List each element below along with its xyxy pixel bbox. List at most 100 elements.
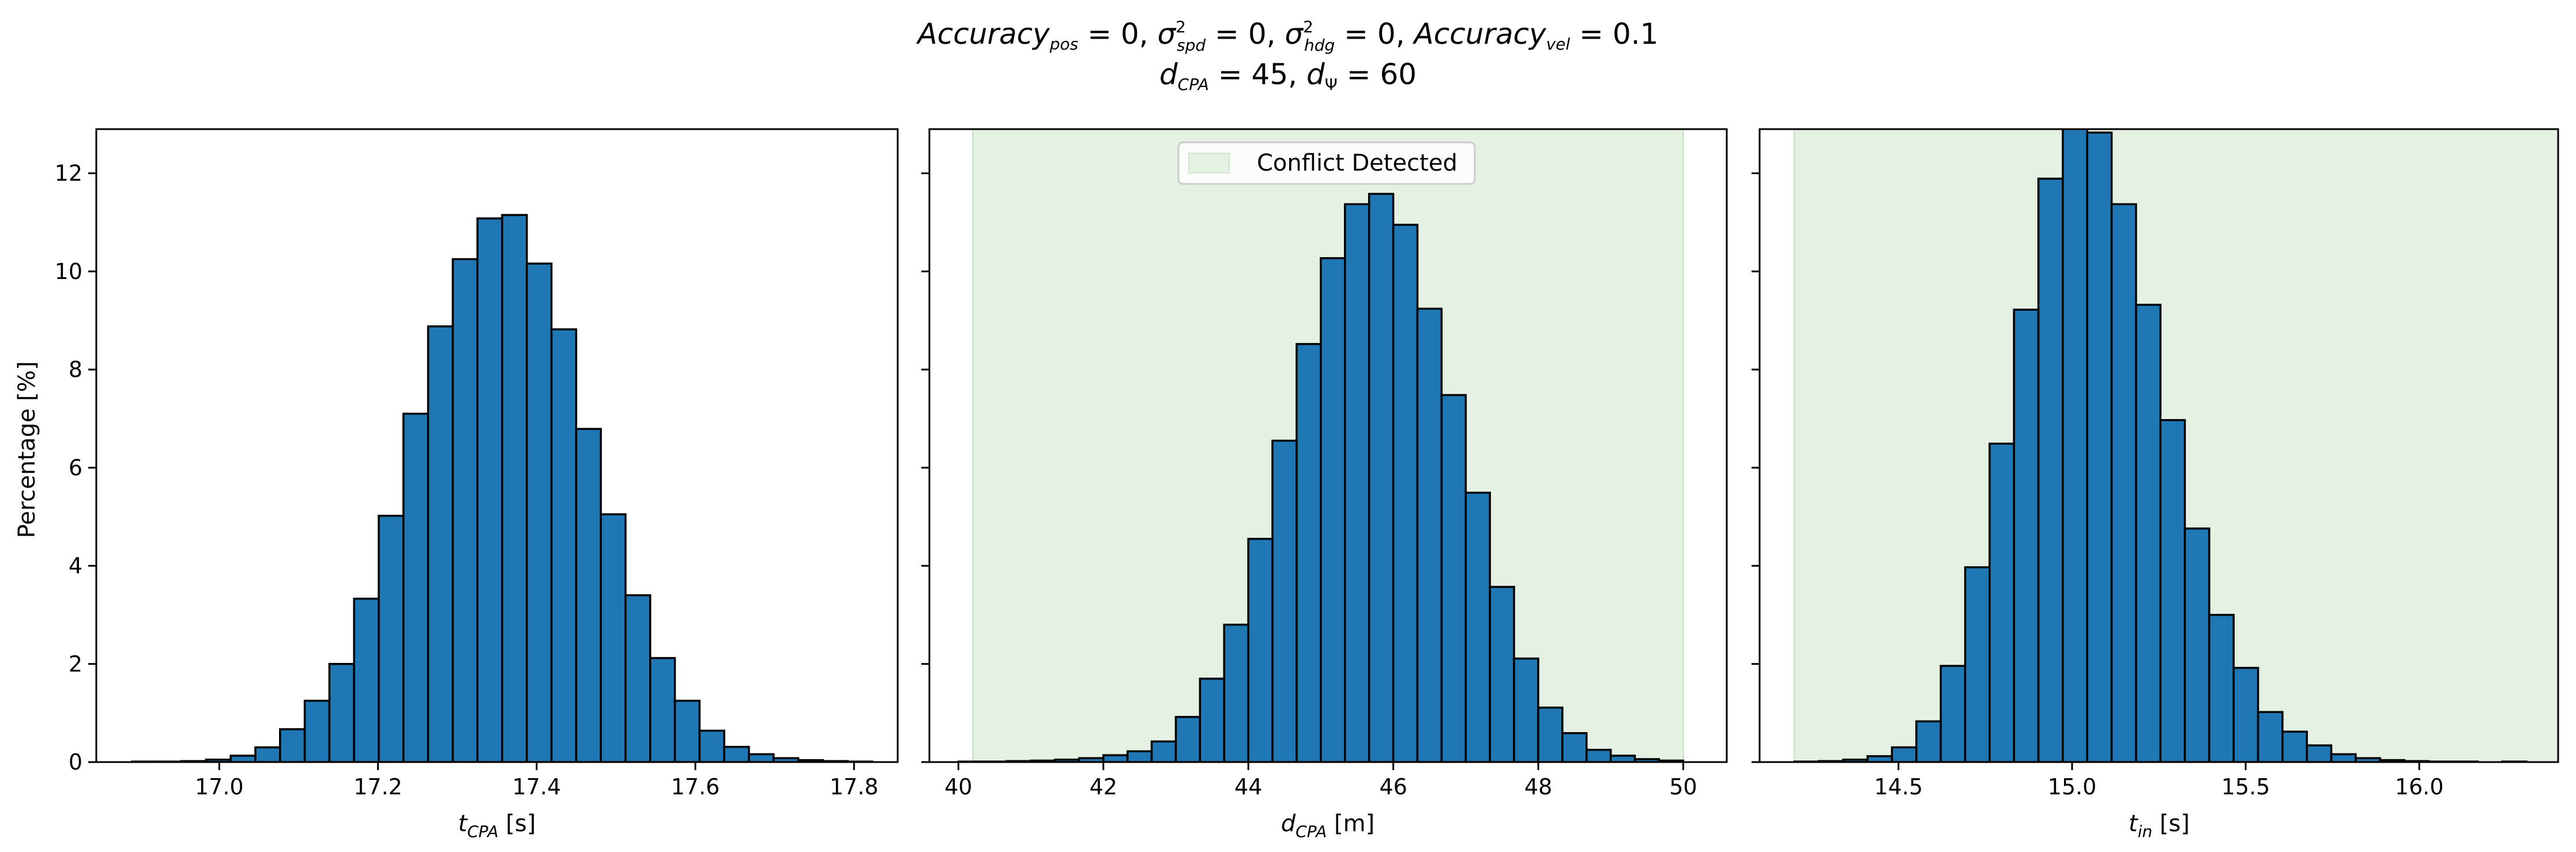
bar (525, 262, 553, 762)
bar (2183, 527, 2210, 762)
bars-dcpa (957, 193, 1685, 762)
bar (600, 513, 627, 762)
axes-frame-dcpa (928, 128, 1728, 763)
bar (1174, 715, 1202, 762)
x-tick-label: 17.0 (195, 774, 244, 800)
bar (723, 745, 750, 762)
bar (1271, 439, 1298, 762)
x-tick-label: 48 (1524, 774, 1552, 800)
bar (1247, 537, 1274, 762)
y-axis-label: Percentage [%] (14, 361, 40, 538)
bar (1890, 746, 1918, 762)
bar (649, 657, 676, 762)
bar (1416, 307, 1443, 762)
bar (1150, 740, 1177, 762)
title-line-1: Accuracypos = 0, σ2 spd = 0, σ2 hdg = 0, A… (916, 17, 1659, 55)
bar (501, 214, 528, 762)
bar (402, 412, 430, 762)
axes-frame-tin (1758, 128, 2559, 763)
bar (2135, 303, 2161, 762)
legend-frame (1177, 141, 1476, 185)
x-tick-label: 42 (1090, 774, 1117, 800)
bar (328, 663, 355, 762)
bar (303, 699, 331, 762)
legend-swatch (1188, 153, 1230, 174)
bar (2013, 308, 2040, 762)
bar (1939, 665, 1967, 762)
panel-dcpa: 40 42 44 46 48 50 (921, 128, 1728, 800)
bar (1464, 491, 1491, 762)
bar (1392, 224, 1419, 762)
bar (1915, 720, 1942, 762)
bar (673, 699, 701, 762)
bar (1537, 706, 1564, 762)
bar (1989, 442, 2015, 762)
panel-tcpa: 17.0 17.2 17.4 17.6 17.8 0 2 4 6 8 10 12 (55, 128, 899, 800)
bar (1561, 732, 1588, 762)
bar (1368, 193, 1395, 762)
bar (1513, 657, 1539, 762)
y-tick-label: 2 (69, 651, 82, 677)
bar (1223, 623, 1249, 762)
bar (1585, 748, 1612, 762)
y-tick-label: 6 (69, 455, 82, 480)
bar (1866, 755, 1893, 762)
title-line-2: dCPA = 45, dΨ = 60 (1159, 58, 1417, 94)
bar (353, 597, 380, 762)
bar (2159, 419, 2186, 762)
bar (427, 325, 454, 762)
bar (1344, 203, 1370, 762)
bar (1320, 257, 1346, 762)
y-tick-label: 0 (69, 749, 82, 775)
bar (2306, 744, 2333, 762)
x-axis-label-tin: tin [s] (2129, 810, 2190, 841)
bar (2037, 178, 2064, 762)
legend-label: Conflict Detected (1257, 150, 1458, 176)
x-tick-label: 17.2 (353, 774, 402, 800)
bar (1440, 394, 1467, 762)
bar (1126, 750, 1153, 762)
bar (1609, 755, 1636, 762)
x-tick-label: 17.8 (830, 774, 879, 800)
bar (2110, 203, 2137, 762)
bar (1102, 754, 1129, 762)
bar (2062, 129, 2088, 762)
y-tick-label: 8 (69, 357, 82, 382)
bar (451, 258, 479, 762)
bar (278, 728, 306, 762)
bar (1199, 677, 1225, 762)
bar (254, 746, 281, 762)
x-tick-label: 50 (1669, 774, 1697, 800)
bar (550, 328, 578, 762)
x-axis-label-dcpa: dCPA [m] (1281, 810, 1374, 841)
bar (229, 755, 257, 762)
bar (1964, 566, 1991, 762)
bar (2208, 613, 2235, 762)
bar (624, 594, 651, 762)
bars-tin (1793, 129, 2528, 762)
x-axis-label-tcpa: tCPA [s] (458, 810, 536, 841)
legend: Conflict Detected (1177, 141, 1476, 185)
x-tick-label: 44 (1234, 774, 1262, 800)
y-tick-label: 10 (55, 259, 82, 284)
y-tick-label: 4 (69, 553, 82, 579)
x-tick-label: 17.6 (671, 774, 720, 800)
figure-title: Accuracypos = 0, σ2 spd = 0, σ2 hdg = 0, A… (916, 17, 1659, 94)
panel-tin: 14.5 15.0 15.5 16.0 (1752, 128, 2559, 800)
bar (2281, 730, 2308, 762)
x-tick-label: 40 (944, 774, 972, 800)
bar (476, 217, 503, 762)
x-tick-label: 17.4 (513, 774, 562, 800)
bar (2330, 753, 2357, 762)
y-tick-label: 12 (55, 161, 82, 186)
bar (2232, 666, 2259, 762)
bar (378, 514, 405, 762)
bar (2086, 131, 2113, 762)
bars-tcpa (131, 214, 873, 762)
bar (2257, 711, 2284, 762)
x-tick-label: 15.0 (2048, 774, 2097, 800)
bar (698, 729, 725, 762)
bar (1295, 343, 1322, 762)
x-tick-label: 16.0 (2395, 774, 2444, 800)
x-tick-label: 15.5 (2221, 774, 2270, 800)
